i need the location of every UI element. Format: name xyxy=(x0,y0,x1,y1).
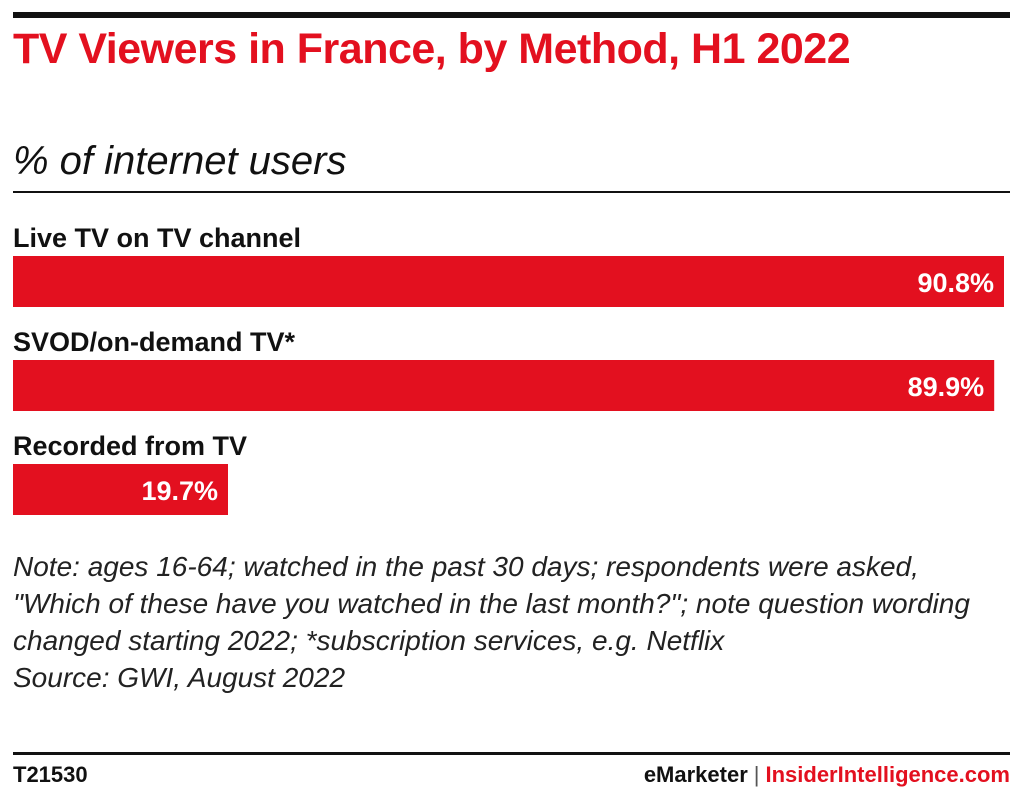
chart-id: T21530 xyxy=(13,762,88,787)
subtitle-rule xyxy=(13,191,1010,193)
footer-brand: eMarketer | InsiderIntelligence.com xyxy=(644,762,1010,788)
brand-emarketer: eMarketer xyxy=(643,762,748,787)
chart-subtitle: % of internet users xyxy=(13,139,347,183)
bar xyxy=(13,464,228,515)
value-label: 90.8% xyxy=(917,268,994,298)
note-label: Note: xyxy=(13,551,80,582)
source-text: Source: GWI, August 2022 xyxy=(13,662,346,693)
bar xyxy=(13,360,995,411)
bottom-rule xyxy=(13,752,1010,755)
chart-title: TV Viewers in France, by Method, H1 2022 xyxy=(13,25,851,73)
category-label: Recorded from TV xyxy=(13,431,247,461)
value-label: 89.9% xyxy=(908,372,985,402)
brand-separator: | xyxy=(753,762,760,787)
value-label: 19.7% xyxy=(141,476,218,506)
bar xyxy=(13,256,1004,307)
top-rule xyxy=(13,12,1010,18)
category-label: Live TV on TV channel xyxy=(13,223,301,253)
brand-insider-intelligence: InsiderIntelligence.com xyxy=(765,762,1010,787)
note-text: ages 16-64; watched in the past 30 days;… xyxy=(13,551,970,656)
category-label: SVOD/on-demand TV* xyxy=(13,327,296,357)
chart-note: Note: ages 16-64; watched in the past 30… xyxy=(13,548,1013,696)
